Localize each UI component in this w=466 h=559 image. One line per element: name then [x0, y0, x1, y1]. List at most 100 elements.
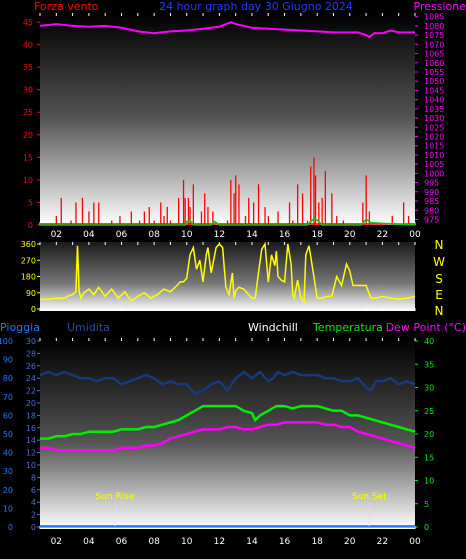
wind-y-tick-label: 25 [23, 108, 33, 117]
compass-n-top: N [435, 238, 444, 252]
wind-bar [277, 211, 279, 225]
wind-pressure-chart: 0510152025303540459759809859909951000100… [23, 13, 445, 240]
pressure-y-tick-label: 990 [424, 188, 439, 197]
humidity-y-tick-label: 4 [31, 498, 36, 507]
pressure-y-tick-label: 1080 [424, 22, 444, 31]
pressure-y-tick-label: 1060 [424, 59, 444, 68]
humidity-y-tick-label: 10 [26, 461, 36, 470]
wind-bar [163, 216, 165, 225]
temperature-y-tick-label: 10 [424, 477, 434, 486]
wind-bar [55, 216, 57, 225]
wind-bar [297, 184, 299, 225]
wind-bar [407, 216, 410, 225]
wind-plot-area [40, 13, 415, 225]
pressure-y-tick-label: 1055 [424, 68, 444, 77]
gust-line [40, 217, 416, 226]
rain-y-tick-label: 100 [0, 337, 13, 346]
direction-y-tick-label: 360 [21, 240, 36, 249]
x-tick-label: 20 [344, 537, 356, 547]
temperature-line [40, 404, 416, 440]
rain-y-tick-label: 20 [3, 486, 13, 495]
wind-bar [301, 193, 304, 225]
wind-bar [130, 211, 132, 225]
wind-y-tick-label: 0 [28, 221, 33, 230]
wind-bar [292, 220, 294, 225]
humidity-y-tick-label: 22 [26, 387, 36, 396]
pressure-y-tick-label: 1070 [424, 40, 444, 49]
temperature-y-tick-label: 0 [424, 523, 429, 532]
pressure-y-tick-label: 1065 [424, 50, 444, 59]
x-tick-label: 16 [279, 537, 291, 547]
temperature-humidity-chart: 0102030405060708090100024681012141618202… [0, 337, 434, 547]
humidity-y-tick-label: 24 [26, 374, 36, 383]
rain-y-tick-label: 0 [8, 523, 13, 532]
sunset-label: Sun Set [352, 492, 387, 502]
x-tick-label: 02 [51, 537, 62, 547]
pressure-y-tick-label: 1050 [424, 77, 444, 86]
temperature-y-tick-label: 30 [424, 384, 434, 393]
humidity-axis-title: Umidita [67, 321, 110, 334]
humidity-y-tick-label: 20 [26, 399, 36, 408]
x-tick-label: 14 [246, 230, 258, 240]
pressure-y-tick-label: 980 [424, 206, 439, 215]
wind-bar [138, 220, 141, 225]
humidity-y-tick-label: 12 [26, 449, 36, 458]
wind-bar [365, 175, 367, 225]
wind-bar [310, 166, 312, 225]
pressure-y-tick-label: 995 [424, 179, 439, 188]
wind-bar [244, 216, 247, 225]
x-tick-label: 18 [311, 230, 323, 240]
pressure-y-tick-label: 1045 [424, 86, 444, 95]
x-tick-label: 02 [51, 230, 62, 240]
x-tick-label: 14 [246, 537, 258, 547]
pressure-y-tick-label: 1035 [424, 105, 444, 114]
pressure-y-tick-label: 1085 [424, 13, 444, 22]
pressure-y-tick-label: 1075 [424, 31, 444, 40]
wind-bar [60, 197, 62, 225]
x-tick-label: 00 [409, 537, 421, 547]
wind-bar [148, 207, 150, 225]
x-tick-label: 18 [311, 537, 323, 547]
wind-bar [184, 197, 186, 225]
humidity-y-tick-label: 2 [31, 511, 36, 520]
sunrise-label: Sun Rise [96, 492, 135, 502]
x-tick-label: 22 [377, 537, 388, 547]
wind-bar [362, 202, 364, 225]
wind-y-tick-label: 35 [23, 63, 33, 72]
wind-bar [313, 157, 315, 225]
humidity-line [39, 370, 416, 396]
wind-y-tick-label: 30 [23, 86, 33, 95]
wind-bar [75, 202, 77, 225]
x-tick-label: 00 [409, 230, 421, 240]
wind-bar [200, 211, 203, 225]
pressure-y-tick-label: 1025 [424, 123, 444, 132]
wind-y-tick-label: 45 [23, 18, 33, 27]
wind-bar [233, 193, 235, 225]
wind-bar [288, 202, 291, 225]
compass-n-bottom: N [435, 304, 444, 318]
direction-y-tick-label: 90 [26, 289, 36, 298]
pressure-y-tick-label: 1005 [424, 160, 444, 169]
x-tick-label: 08 [148, 230, 160, 240]
rain-y-tick-label: 10 [3, 504, 13, 513]
compass-w: W [433, 255, 445, 269]
x-tick-label: 10 [181, 230, 193, 240]
x-tick-label: 04 [83, 537, 95, 547]
x-tick-label: 10 [181, 537, 193, 547]
wind-bar [143, 211, 145, 225]
wind-bar [166, 207, 168, 225]
temperature-y-tick-label: 5 [424, 500, 429, 509]
wind-bar [331, 193, 333, 225]
pressure-y-tick-label: 985 [424, 197, 439, 206]
wind-bar [324, 170, 326, 225]
temperature-plot-area [40, 338, 415, 529]
chart-title: 24 hour graph day 30 Giugno 2024 [159, 0, 353, 13]
wind-direction-chart: 0 90 180 270 360 [21, 240, 416, 314]
wind-bar [257, 184, 260, 225]
x-tick-label: 22 [377, 230, 388, 240]
wind-bar [204, 193, 206, 225]
wind-y-tick-label: 40 [23, 41, 33, 50]
pressure-y-tick-label: 975 [424, 215, 439, 224]
wind-bar [403, 202, 405, 225]
